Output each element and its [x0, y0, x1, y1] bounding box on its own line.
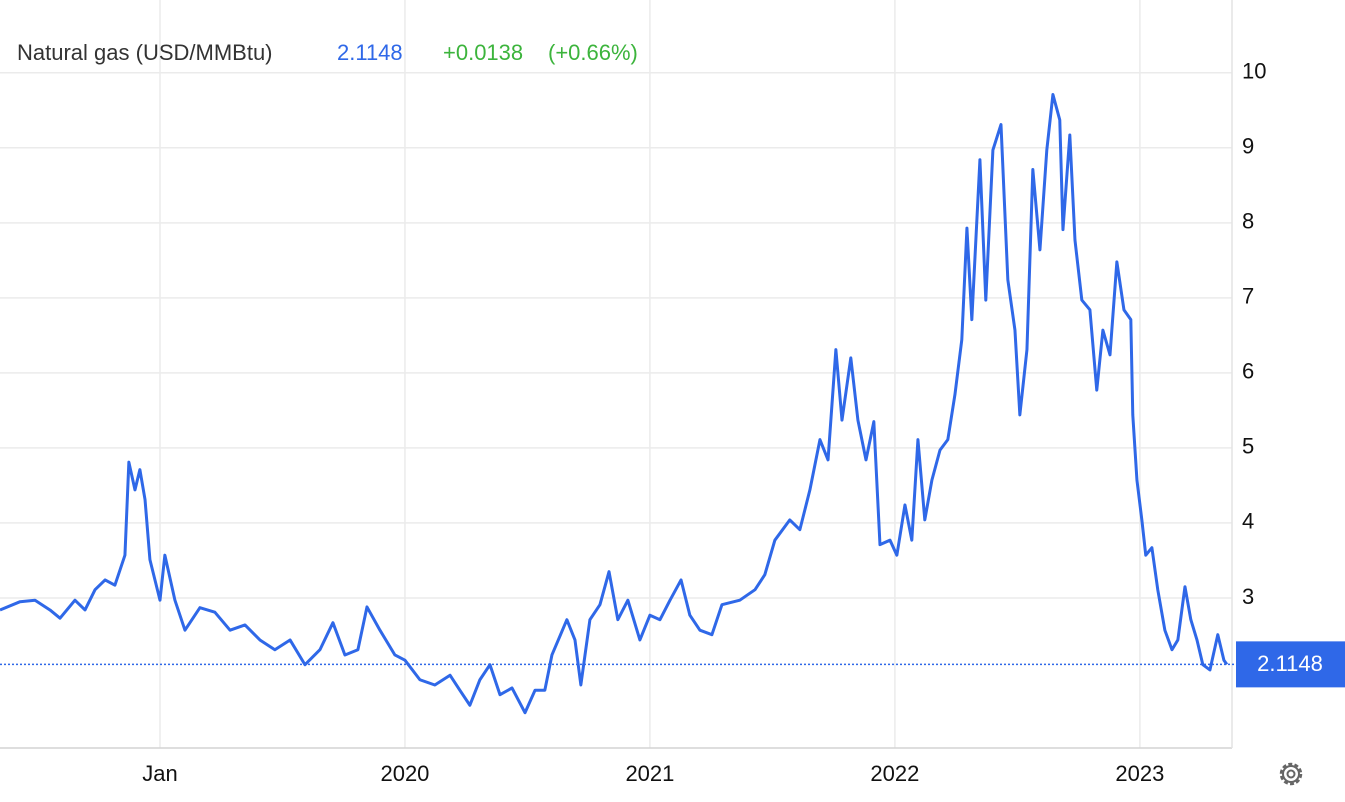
- y-tick-label: 4: [1242, 509, 1254, 534]
- settings-icon[interactable]: [1279, 762, 1303, 786]
- y-tick-label: 3: [1242, 584, 1254, 609]
- change: +0.0138: [443, 40, 523, 65]
- x-tick-label: 2023: [1115, 761, 1164, 786]
- last-price-label: 2.1148: [1257, 651, 1323, 676]
- y-tick-label: 6: [1242, 359, 1254, 384]
- y-tick-label: 9: [1242, 134, 1254, 159]
- y-tick-label: 8: [1242, 209, 1254, 234]
- x-tick-label: Jan: [142, 761, 177, 786]
- y-tick-label: 7: [1242, 284, 1254, 309]
- y-tick-label: 5: [1242, 434, 1254, 459]
- price-line: [0, 93, 1229, 715]
- x-tick-label: 2022: [870, 761, 919, 786]
- x-tick-label: 2021: [625, 761, 674, 786]
- last-price: 2.1148: [337, 40, 403, 65]
- chart-title: Natural gas (USD/MMBtu): [17, 40, 273, 65]
- change-percent: (+0.66%): [548, 40, 638, 65]
- plot: [0, 0, 1236, 749]
- last-price-box: [1236, 641, 1345, 688]
- x-tick-label: 2020: [380, 761, 429, 786]
- y-tick-label: 10: [1242, 59, 1266, 84]
